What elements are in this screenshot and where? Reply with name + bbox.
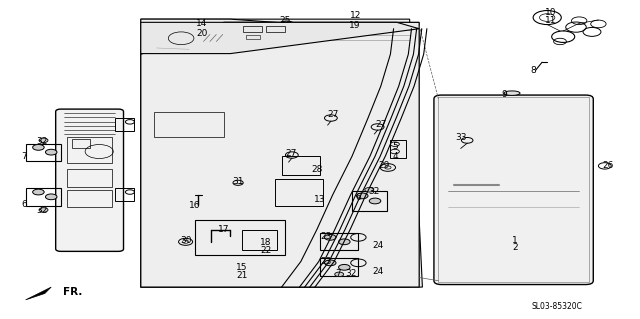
Circle shape: [33, 145, 44, 150]
Text: 28: 28: [311, 165, 323, 174]
Text: 7: 7: [335, 269, 340, 278]
Text: 11: 11: [545, 16, 556, 25]
Text: 32: 32: [346, 269, 357, 278]
Text: 20: 20: [196, 29, 207, 38]
Polygon shape: [26, 287, 51, 300]
Bar: [390, 140, 406, 158]
Text: 27: 27: [327, 110, 339, 119]
Text: 16: 16: [189, 201, 201, 210]
Text: 25: 25: [279, 16, 291, 25]
Bar: [282, 156, 320, 175]
Text: 1: 1: [513, 236, 518, 245]
Ellipse shape: [504, 91, 520, 95]
Text: 32: 32: [36, 206, 47, 215]
Text: 32: 32: [369, 187, 380, 196]
Text: 24: 24: [372, 241, 383, 250]
Text: 4: 4: [393, 152, 398, 161]
Text: 12: 12: [349, 11, 361, 20]
Polygon shape: [141, 22, 419, 54]
Bar: [72, 139, 90, 148]
Text: 22: 22: [260, 246, 271, 255]
Circle shape: [45, 194, 57, 200]
Text: 19: 19: [349, 21, 361, 30]
Circle shape: [339, 239, 350, 245]
Text: 15: 15: [236, 263, 248, 272]
Bar: [67, 137, 112, 163]
Text: 13: 13: [314, 195, 326, 204]
Circle shape: [335, 272, 344, 277]
Bar: [275, 179, 323, 206]
Circle shape: [369, 198, 381, 204]
Bar: [26, 144, 61, 161]
Text: 32: 32: [36, 137, 47, 146]
Text: 29: 29: [378, 161, 390, 170]
Circle shape: [324, 234, 336, 240]
Text: 9: 9: [502, 90, 507, 99]
Text: 6: 6: [22, 200, 27, 209]
Text: 26: 26: [602, 161, 614, 170]
Bar: [438, 97, 589, 282]
Bar: [352, 191, 387, 211]
Text: 33: 33: [455, 133, 467, 142]
Circle shape: [33, 189, 44, 195]
Text: 2: 2: [513, 243, 518, 252]
Text: 10: 10: [545, 8, 556, 17]
Text: 6: 6: [356, 193, 361, 202]
Bar: [320, 258, 358, 276]
Text: SL03-85320C: SL03-85320C: [531, 302, 582, 311]
Bar: [26, 188, 61, 206]
FancyBboxPatch shape: [434, 95, 593, 285]
Bar: [115, 118, 134, 131]
Circle shape: [39, 208, 48, 212]
Polygon shape: [141, 19, 422, 287]
Text: FR.: FR.: [63, 287, 82, 297]
Text: 27: 27: [375, 120, 387, 129]
Polygon shape: [141, 19, 410, 287]
Text: 21: 21: [236, 271, 248, 280]
Bar: [320, 233, 358, 250]
Polygon shape: [141, 22, 419, 287]
Bar: [195, 220, 285, 255]
Bar: [266, 26, 285, 32]
Bar: [67, 169, 112, 187]
Bar: [67, 190, 112, 207]
Text: 18: 18: [260, 238, 271, 247]
Bar: [243, 26, 262, 32]
Text: 17: 17: [218, 225, 230, 234]
Circle shape: [339, 264, 350, 270]
Text: 7: 7: [22, 152, 27, 161]
FancyBboxPatch shape: [56, 109, 124, 251]
Text: 31: 31: [232, 177, 244, 186]
Bar: [246, 35, 260, 39]
Text: 24: 24: [372, 267, 383, 276]
Text: 5: 5: [393, 142, 398, 151]
Text: 27: 27: [285, 149, 297, 158]
Circle shape: [39, 138, 48, 143]
Circle shape: [365, 188, 374, 192]
Text: 23: 23: [321, 232, 332, 241]
Circle shape: [356, 193, 368, 199]
Text: 30: 30: [180, 236, 191, 245]
Text: 14: 14: [196, 19, 207, 28]
Bar: [154, 112, 224, 137]
Text: 8: 8: [531, 66, 536, 75]
Circle shape: [324, 260, 336, 266]
Bar: [242, 230, 277, 250]
Bar: [115, 188, 134, 201]
Text: 23: 23: [321, 257, 332, 266]
Circle shape: [45, 149, 57, 155]
